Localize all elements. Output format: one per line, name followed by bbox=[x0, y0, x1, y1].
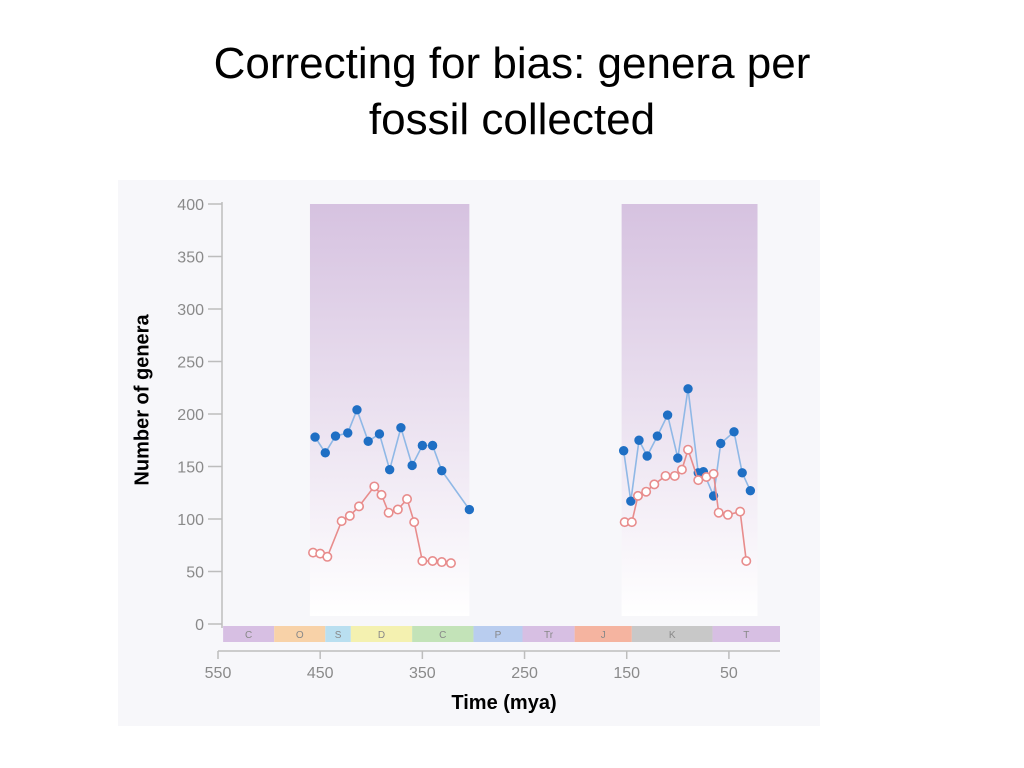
period-band bbox=[223, 626, 275, 642]
series-1-point bbox=[741, 555, 752, 566]
period-label: O bbox=[296, 630, 304, 641]
period-band bbox=[412, 626, 474, 642]
series-0-point bbox=[330, 431, 341, 441]
period-band bbox=[473, 626, 523, 642]
series-1-point bbox=[626, 517, 637, 528]
series-0-point bbox=[729, 427, 739, 437]
series-1-point bbox=[632, 490, 643, 501]
x-axis-title: Time (mya) bbox=[451, 692, 557, 714]
series-0-point bbox=[427, 440, 438, 451]
series-0-point bbox=[683, 384, 693, 394]
period-label: C bbox=[245, 630, 252, 641]
series-1-point bbox=[713, 507, 724, 518]
series-0-point bbox=[417, 440, 428, 451]
series-0-point bbox=[352, 405, 362, 415]
period-label: J bbox=[601, 630, 606, 641]
x-tick-label: 50 bbox=[720, 665, 738, 682]
series-1-point bbox=[735, 506, 746, 517]
series-1-point bbox=[369, 481, 380, 492]
series-0-point bbox=[384, 464, 395, 475]
series-1-point bbox=[660, 470, 671, 481]
period-band bbox=[350, 626, 413, 642]
series-1-point bbox=[336, 516, 347, 527]
series-1-point bbox=[641, 486, 652, 497]
series-1-point bbox=[693, 475, 704, 486]
y-tick-label: 400 bbox=[177, 197, 204, 214]
series-1-point bbox=[383, 507, 394, 518]
y-tick-label: 100 bbox=[177, 512, 204, 529]
series-1-line bbox=[312, 485, 452, 564]
series-1-point bbox=[436, 557, 447, 568]
series-1-point bbox=[344, 510, 355, 521]
shaded-interval-0 bbox=[309, 204, 470, 616]
period-label: S bbox=[335, 630, 342, 641]
series-1-point bbox=[722, 509, 733, 520]
series-1-point bbox=[376, 489, 387, 500]
y-tick-label: 200 bbox=[177, 407, 204, 424]
slide-title: Correcting for bias: genera per fossil c… bbox=[60, 36, 964, 148]
y-tick-label: 300 bbox=[177, 302, 204, 319]
series-0-point bbox=[737, 468, 747, 478]
series-1-point bbox=[427, 555, 438, 566]
y-tick-label: 50 bbox=[186, 565, 204, 582]
period-label: C bbox=[439, 630, 446, 641]
x-tick-label: 350 bbox=[409, 665, 436, 682]
series-1-point bbox=[649, 479, 660, 490]
y-axis-title: Number of genera bbox=[131, 314, 154, 486]
series-0-point bbox=[343, 428, 353, 438]
series-0-point bbox=[618, 446, 629, 456]
x-tick-label: 450 bbox=[307, 665, 334, 682]
period-label: Tr bbox=[544, 630, 554, 641]
series-0-point bbox=[320, 448, 330, 458]
series-1-point bbox=[683, 444, 694, 455]
slide-title-line-2: fossil collected bbox=[368, 95, 656, 144]
series-0-point bbox=[310, 432, 320, 442]
series-0-point bbox=[642, 451, 652, 461]
period-band bbox=[574, 626, 632, 642]
y-tick-label: 0 bbox=[195, 617, 204, 634]
y-tick-label: 350 bbox=[177, 250, 204, 267]
period-label: D bbox=[378, 630, 385, 641]
period-band bbox=[325, 626, 351, 642]
x-tick-label: 550 bbox=[205, 665, 232, 682]
series-1-point bbox=[417, 555, 428, 566]
series-0-point bbox=[673, 453, 683, 463]
period-label: P bbox=[495, 630, 502, 641]
series-0-point bbox=[652, 431, 663, 441]
series-1-point bbox=[445, 558, 456, 569]
series-0-point bbox=[634, 435, 644, 445]
period-band bbox=[712, 626, 780, 642]
y-tick-label: 150 bbox=[177, 460, 204, 477]
series-0-point bbox=[626, 496, 636, 506]
series-0-point bbox=[437, 466, 447, 476]
series-0-point bbox=[407, 460, 417, 471]
x-tick-label: 150 bbox=[613, 665, 640, 682]
series-0-point bbox=[464, 504, 475, 515]
period-label: T bbox=[743, 630, 749, 641]
period-band bbox=[522, 626, 575, 642]
series-0-point bbox=[745, 485, 756, 496]
shaded-interval-1 bbox=[621, 204, 758, 616]
x-tick-label: 250 bbox=[511, 665, 538, 682]
series-0-point bbox=[662, 410, 673, 420]
series-0-point bbox=[716, 438, 726, 449]
y-tick-label: 250 bbox=[177, 355, 204, 372]
period-band bbox=[274, 626, 326, 642]
period-band bbox=[631, 626, 713, 642]
series-1-point bbox=[354, 501, 365, 512]
series-1-point bbox=[708, 468, 719, 479]
series-1-point bbox=[392, 504, 403, 515]
series-1-point bbox=[322, 551, 333, 562]
series-1-point bbox=[676, 464, 687, 475]
slide-title-line-1: Correcting for bias: genera per bbox=[213, 39, 811, 88]
series-1-point bbox=[409, 517, 420, 528]
period-label: K bbox=[669, 630, 676, 641]
series-1-point bbox=[669, 470, 680, 481]
series-0-point bbox=[374, 429, 385, 439]
series-0-point bbox=[363, 436, 373, 446]
series-0-point bbox=[396, 422, 406, 433]
series-1-point bbox=[402, 494, 413, 505]
